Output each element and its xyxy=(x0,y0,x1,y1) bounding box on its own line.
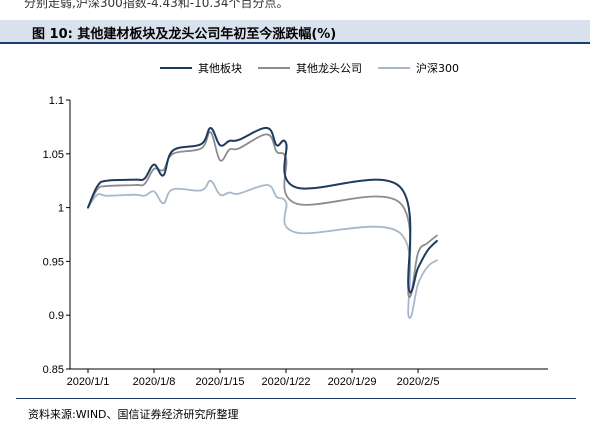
legend-item-sector: 其他板块 xyxy=(160,60,242,76)
y-tick-label: 0.85 xyxy=(43,364,64,376)
series-line-csi300 xyxy=(87,179,438,319)
legend-swatch-leaders xyxy=(258,67,290,69)
series-layer xyxy=(87,126,438,319)
chart-legend: 其他板块 其他龙头公司 沪深300 xyxy=(0,60,590,76)
source-note: 资料来源:WIND、国信证券经济研究所整理 xyxy=(28,408,239,421)
x-tick-label: 2020/2/5 xyxy=(397,376,440,388)
figure-title: 图 10: 其他建材板块及龙头公司年初至今涨跌幅(%) xyxy=(32,27,337,42)
y-tick-label: 1.1 xyxy=(49,95,64,107)
x-tick-label: 2020/1/1 xyxy=(67,376,110,388)
legend-label-sector: 其他板块 xyxy=(198,62,242,75)
x-tick-label: 2020/1/29 xyxy=(328,376,377,388)
y-tick-label: 1 xyxy=(58,203,64,215)
series-line-leaders xyxy=(87,131,438,298)
figure-header: 图 10: 其他建材板块及龙头公司年初至今涨跌幅(%) xyxy=(0,20,590,44)
legend-swatch-sector xyxy=(160,67,192,69)
legend-swatch-csi300 xyxy=(378,67,410,69)
legend-item-csi300: 沪深300 xyxy=(378,60,459,76)
legend-label-leaders: 其他龙头公司 xyxy=(296,62,362,75)
x-tick-label: 2020/1/22 xyxy=(262,376,311,388)
footer-divider xyxy=(16,398,576,399)
legend-label-csi300: 沪深300 xyxy=(416,62,459,75)
y-tick-label: 1.05 xyxy=(43,149,64,161)
y-tick-label: 0.9 xyxy=(49,310,64,322)
y-axis: 0.85 0.9 0.95 1 1.05 1.1 xyxy=(43,95,71,376)
x-tick-label: 2020/1/8 xyxy=(133,376,176,388)
x-axis: 2020/1/1 2020/1/8 2020/1/15 2020/1/22 2020/1… xyxy=(67,368,548,388)
x-tick-label: 2020/1/15 xyxy=(196,376,245,388)
body-text-fragment: 分别走弱,沪深300指数-4.43和-10.34个百分点。 xyxy=(24,0,289,10)
y-tick-label: 0.95 xyxy=(43,256,64,268)
series-line-sector xyxy=(87,126,438,294)
legend-item-leaders: 其他龙头公司 xyxy=(258,60,362,76)
